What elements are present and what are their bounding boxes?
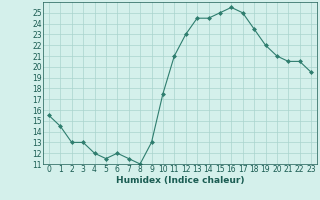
X-axis label: Humidex (Indice chaleur): Humidex (Indice chaleur) [116,176,244,185]
